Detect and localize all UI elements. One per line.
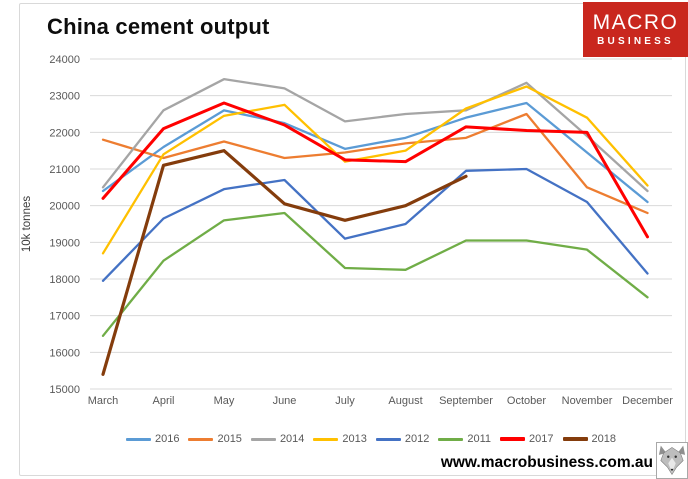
legend-swatch-2017	[500, 437, 526, 441]
wolf-icon	[658, 445, 686, 476]
x-tick-label: November	[562, 395, 613, 407]
legend-swatch-2011	[438, 437, 464, 441]
y-tick-label: 17000	[49, 311, 80, 323]
series-line-2016	[101, 101, 649, 204]
y-tick-label: 24000	[49, 54, 80, 66]
legend-swatch-2016	[125, 437, 151, 441]
series-line-2013	[101, 85, 649, 255]
legend-item-2014: 2014	[250, 433, 305, 445]
website-url: www.macrobusiness.com.au	[440, 454, 653, 471]
y-tick-label: 18000	[49, 274, 80, 286]
legend-item-2015: 2015	[188, 433, 242, 445]
page-title: China cement output	[47, 14, 270, 39]
legend-label-2015: 2015	[217, 433, 242, 445]
x-tick-label: June	[273, 395, 297, 407]
y-tick-label: 15000	[49, 384, 80, 396]
legend-item-2016: 2016	[125, 433, 180, 445]
x-tick-label: September	[439, 395, 493, 407]
series-line-2015	[101, 112, 649, 215]
line-chart: 15000 16000 17000 18000 19000 20000 21000 22000…	[21, 54, 673, 407]
legend-label-2013: 2013	[342, 433, 367, 445]
x-tick-label: October	[507, 395, 546, 407]
legend-swatch-2015	[188, 437, 214, 441]
wolf-logo	[656, 442, 688, 479]
x-tick-label: March	[88, 395, 119, 407]
chart-panel-border	[19, 3, 686, 476]
legend-label-2016: 2016	[154, 433, 180, 445]
x-tick-label: April	[152, 395, 174, 407]
y-tick-label: 23000	[49, 91, 80, 103]
y-tick-label: 19000	[49, 237, 80, 249]
legend-item-2013: 2013	[313, 433, 367, 445]
y-tick-label: 20000	[49, 201, 80, 213]
legend-item-2012: 2012	[375, 433, 430, 445]
series-line-2011	[101, 211, 649, 337]
legend-item-2017: 2017	[500, 433, 554, 445]
legend-swatch-2012	[375, 437, 401, 441]
legend-item-2018: 2018	[562, 433, 617, 445]
legend-swatch-2013	[313, 437, 339, 441]
series-line-2014	[101, 78, 649, 193]
x-tick-label: July	[335, 395, 355, 407]
series-line-2012	[101, 167, 649, 282]
legend-label-2011: 2011	[467, 433, 492, 445]
x-tick-label: August	[388, 395, 422, 407]
legend-label-2012: 2012	[404, 433, 430, 445]
chart-legend: 2016 2015 2014 2013 2012 2011 2017 2018	[88, 431, 654, 447]
logo-text-macro: MACRO	[592, 11, 679, 34]
logo-text-business: BUSINESS	[597, 36, 674, 47]
legend-label-2017: 2017	[529, 433, 554, 445]
series-line-2018	[101, 149, 468, 376]
x-tick-label: May	[214, 395, 235, 407]
y-axis-title: 10k tonnes	[21, 196, 33, 253]
y-tick-label: 21000	[49, 164, 80, 176]
legend-label-2014: 2014	[279, 433, 305, 445]
legend-swatch-2014	[250, 437, 276, 441]
y-tick-label: 16000	[49, 347, 80, 359]
legend-label-2018: 2018	[591, 433, 617, 445]
y-tick-label: 22000	[49, 127, 80, 139]
macrobusiness-logo: MACRO BUSINESS	[583, 2, 688, 57]
legend-swatch-2018	[562, 437, 588, 441]
legend-item-2011: 2011	[438, 433, 491, 445]
series-line-2017	[101, 101, 649, 239]
x-tick-label: December	[622, 395, 673, 407]
